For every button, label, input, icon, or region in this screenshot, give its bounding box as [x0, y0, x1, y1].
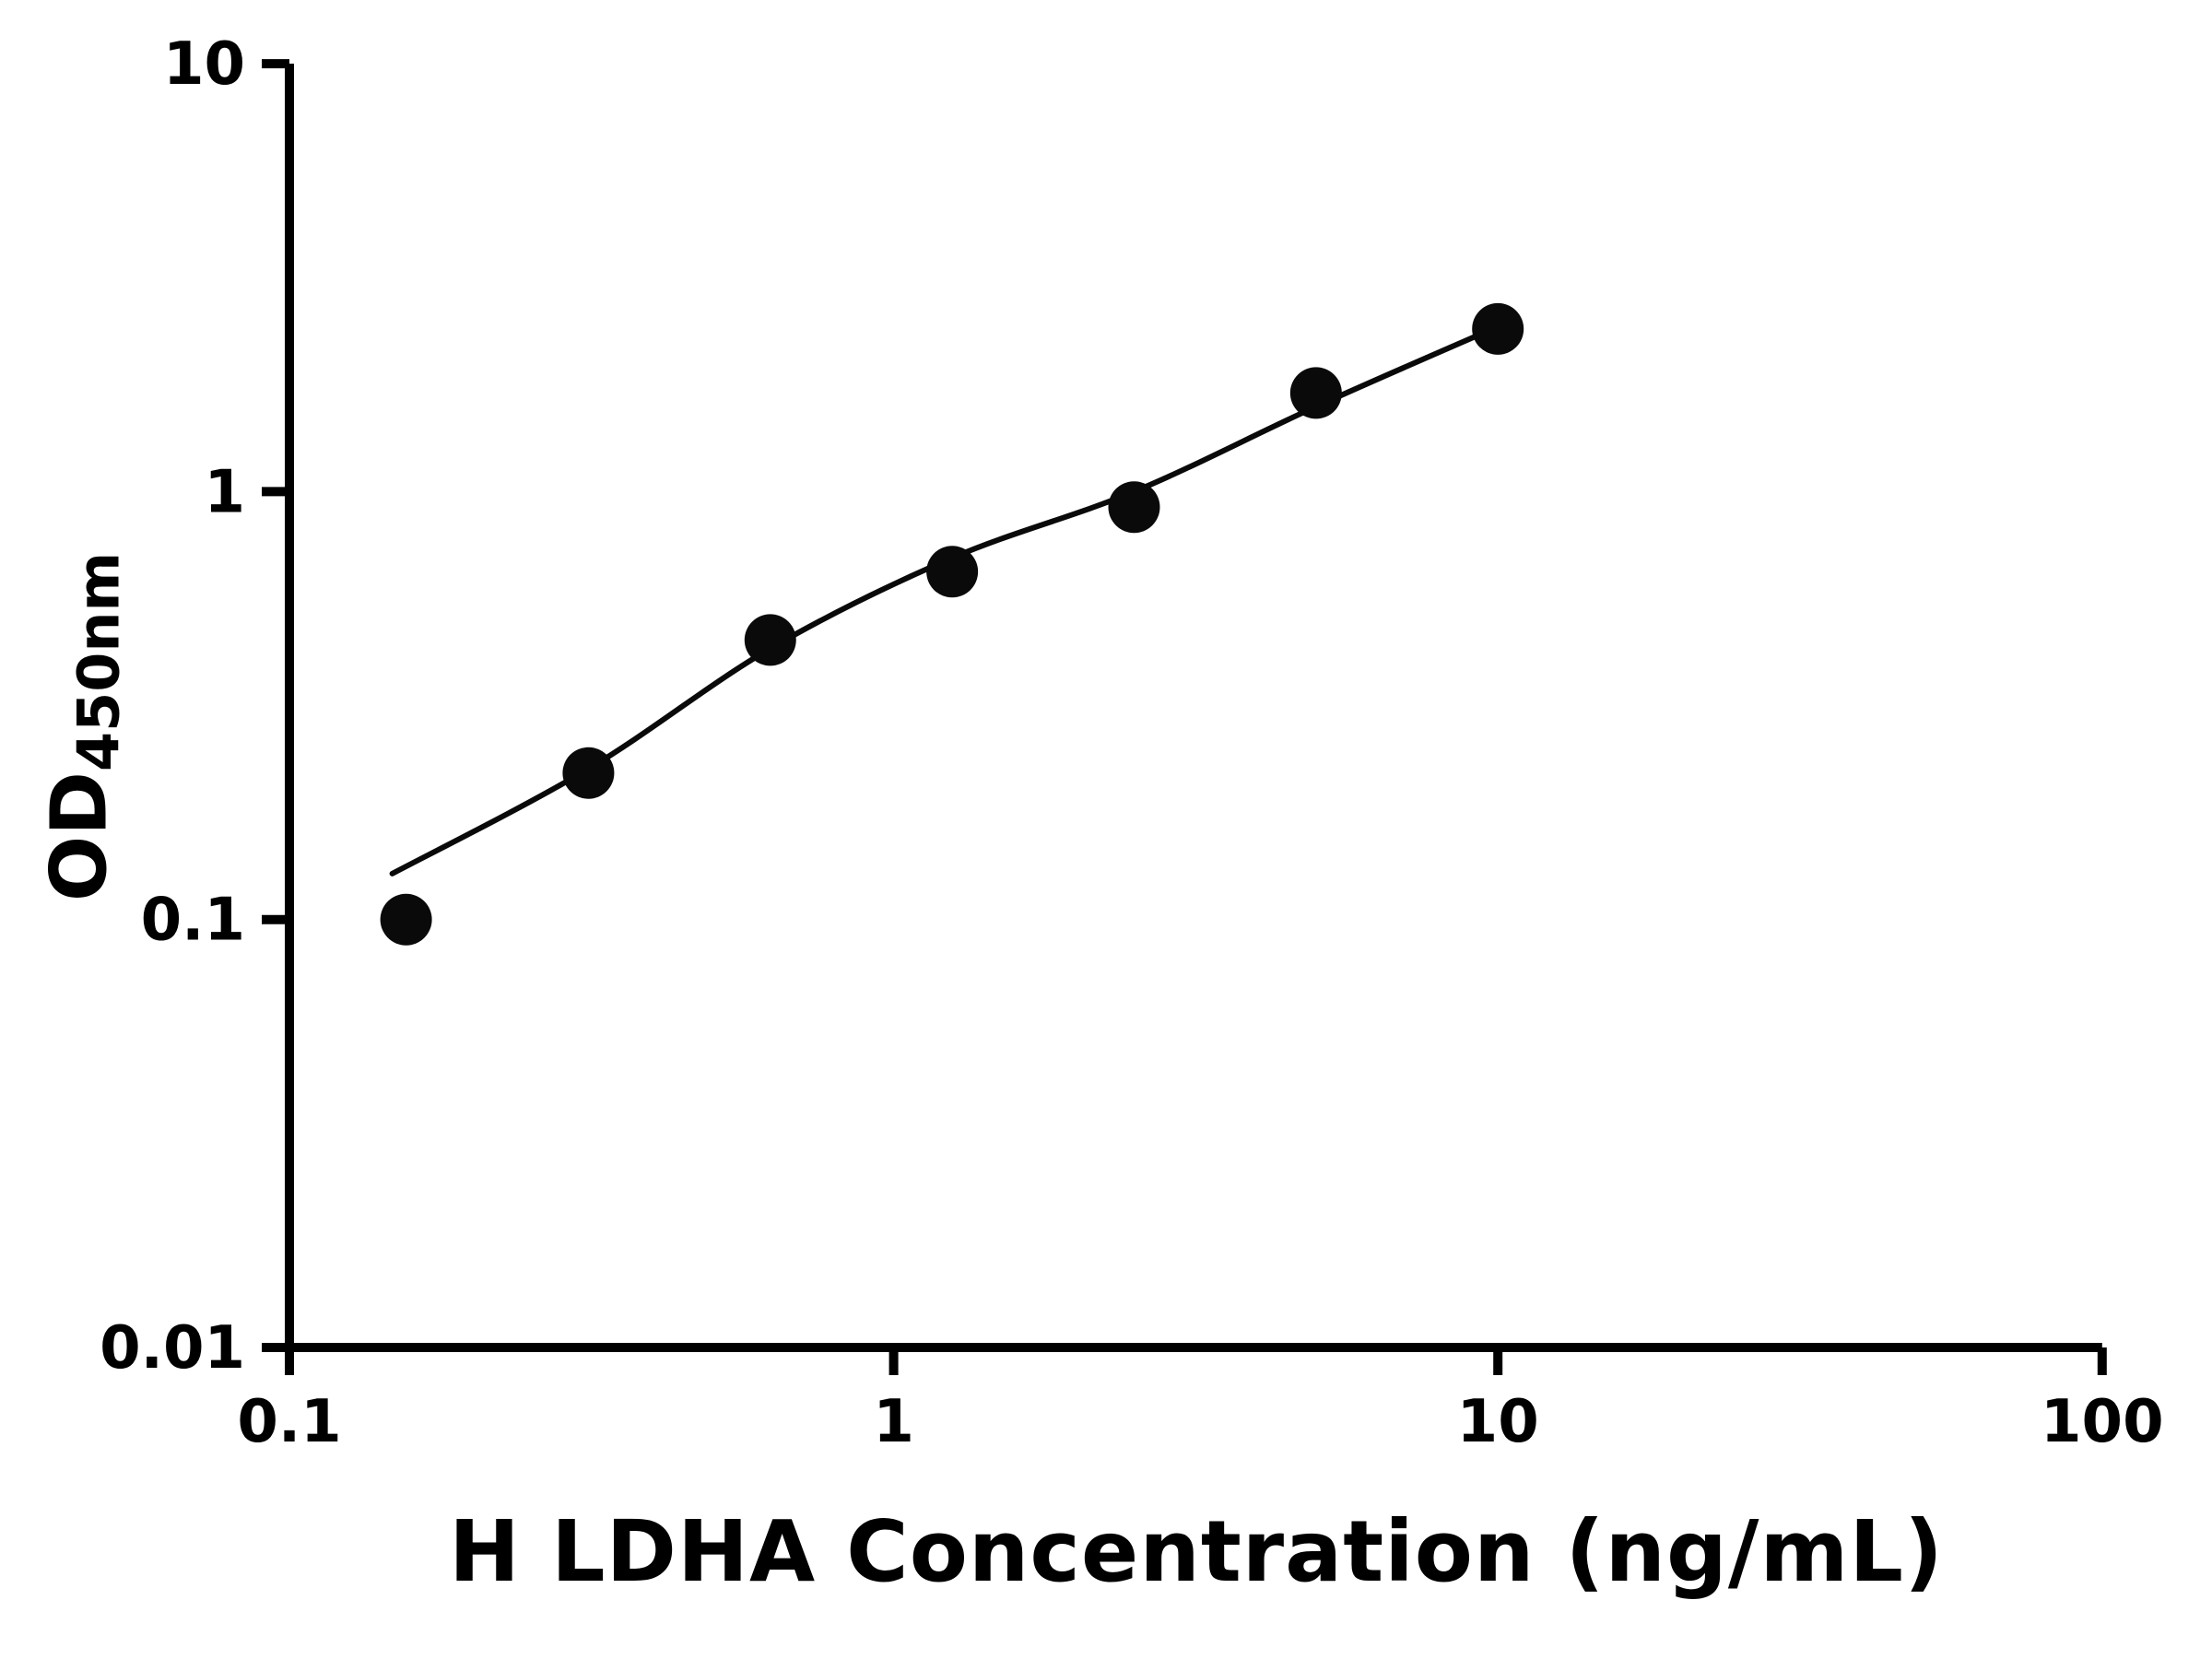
- data-point: [1289, 367, 1342, 419]
- x-tick-label: 100: [2041, 1388, 2164, 1456]
- y-tick-label: 1: [204, 458, 245, 526]
- y-tick-label: 0.1: [141, 887, 245, 955]
- data-point: [744, 614, 796, 666]
- data-point: [380, 893, 432, 946]
- x-tick-label: 1: [873, 1388, 914, 1456]
- x-tick-label: 10: [1457, 1388, 1539, 1456]
- x-axis-title: H LDHA Concentration (ng/mL): [448, 1502, 1945, 1601]
- y-axis-title: OD450nm: [34, 359, 133, 1096]
- y-tick-label: 10: [163, 30, 245, 99]
- data-point: [926, 546, 979, 598]
- x-tick-label: 0.1: [237, 1388, 341, 1456]
- y-axis-title-sub: 450nm: [65, 551, 133, 772]
- data-point: [1108, 481, 1160, 534]
- y-axis-title-main: OD: [33, 771, 124, 902]
- y-tick-label: 0.01: [100, 1314, 245, 1382]
- data-point: [562, 747, 615, 799]
- data-point: [1472, 302, 1524, 355]
